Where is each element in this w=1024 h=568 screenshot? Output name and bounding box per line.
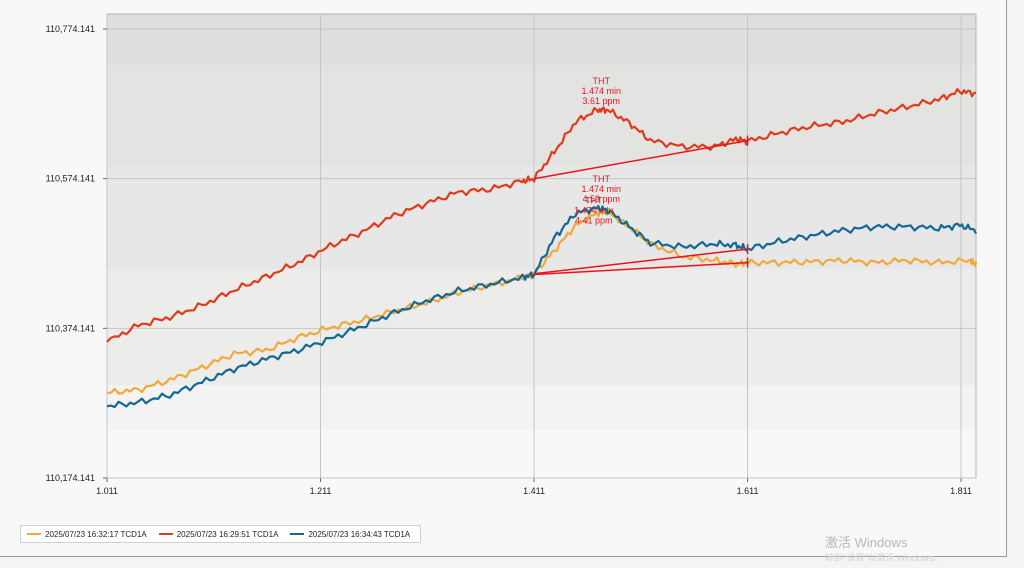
legend-swatch-series-1 [27, 533, 41, 535]
peak-annotation-text: THT [585, 196, 603, 206]
legend-label-series-2: 2025/07/23 16:29:51 TCD1A [176, 529, 279, 539]
series-line-3 [106, 204, 977, 409]
plot-band-3 [107, 269, 976, 385]
plot-band-1 [107, 65, 976, 166]
peak-annotation-text: THT [593, 76, 611, 86]
chromatogram-chart: 1.011 1.211 1.411 1.611 1.811 110,174.141 110,… [46, 13, 978, 496]
peak-baseline-3 [533, 261, 748, 276]
chromatogram-window: 1.011 1.211 1.411 1.611 1.811 110,174.141 110,… [0, 0, 1007, 557]
peak-annotation-text: 3.61 ppm [583, 96, 621, 106]
peak-baseline-1 [533, 139, 748, 180]
legend-item-series-3[interactable]: 2025/07/23 16:34:43 TCD1A [290, 530, 410, 539]
y-tick-label: 110,774.141 [46, 24, 95, 34]
windows-activation-watermark: 激活 Windows [825, 535, 908, 550]
plot-band-0 [107, 14, 976, 65]
series-line-2 [106, 87, 976, 343]
y-tick-label: 110,574.141 [46, 174, 95, 184]
peak-annotation-text: 1.474 min [582, 86, 622, 96]
legend-label-series-3: 2025/07/23 16:34:43 TCD1A [308, 529, 411, 539]
y-tick-label: 110,174.141 [46, 473, 95, 483]
x-tick-label: 1.611 [737, 486, 759, 496]
peak-annotation-text: 1.474 min [574, 206, 614, 216]
plot-band-2 [107, 166, 976, 269]
chart-legend: 2025/07/23 16:32:17 TCD1A 2025/07/23 16:… [20, 525, 422, 543]
legend-item-series-1[interactable]: 2025/07/23 16:32:17 TCD1A [27, 530, 147, 539]
peak-annotation-text: 1.474 min [582, 184, 622, 194]
x-tick-label: 1.411 [523, 486, 545, 496]
legend-swatch-series-3 [290, 533, 305, 535]
peak-annotation-text: 4.41 ppm [575, 216, 613, 226]
legend-item-series-2[interactable]: 2025/07/23 16:29:51 TCD1A [158, 529, 279, 539]
x-tick-label: 1.211 [310, 486, 332, 496]
windows-activation-subtitle: 转到"设置"以激活 Windows。 [825, 553, 943, 561]
plot-band-5 [107, 430, 976, 478]
peak-baseline-2 [533, 248, 748, 275]
x-tick-label: 1.811 [950, 486, 972, 496]
y-tick-label: 110,374.141 [46, 323, 95, 333]
series-line-1 [107, 207, 978, 395]
peak-annotation-text: 4.59 ppm [583, 194, 621, 204]
legend-label-series-1: 2025/07/23 16:32:17 TCD1A [45, 529, 147, 539]
peak-annotation-text: THT [593, 174, 611, 184]
plot-band-4 [107, 385, 976, 430]
legend-swatch-series-2 [158, 533, 173, 535]
x-tick-label: 1.011 [96, 486, 118, 496]
